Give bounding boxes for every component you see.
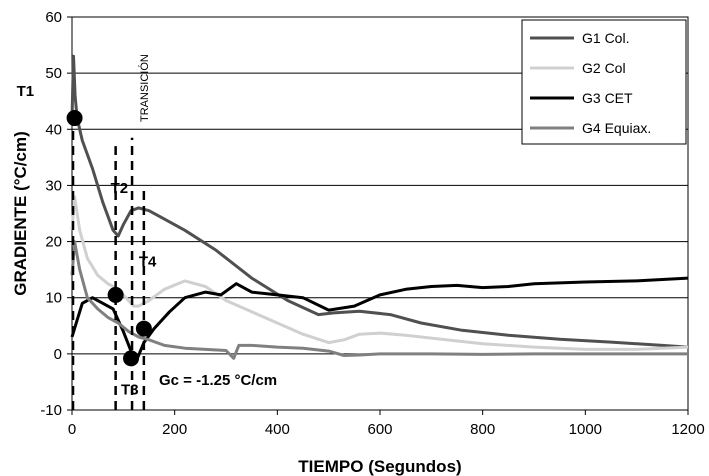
x-tick-label: 800 xyxy=(470,421,495,438)
x-tick-label: 1000 xyxy=(569,421,602,438)
legend-label-2: G2 Col xyxy=(582,60,626,76)
y-axis-label: GRADIENTE (°C/cm) xyxy=(11,131,30,296)
marker-label-t2: T2 xyxy=(111,180,129,197)
legend-label-4: G4 Equiax. xyxy=(582,120,651,136)
y-tick-label: 30 xyxy=(45,177,62,194)
y-tick-label: 50 xyxy=(45,65,62,82)
legend: G1 Col. G2 Col G3 CET G4 Equiax. xyxy=(521,19,687,145)
y-tick-label: 40 xyxy=(45,121,62,138)
marker-t1 xyxy=(66,110,83,127)
series-line-4 xyxy=(70,240,688,360)
marker-t4 xyxy=(135,320,152,337)
transition-annotation: TRANSICIÓN xyxy=(138,54,151,122)
marker-label-t3: T3 xyxy=(121,381,139,398)
y-tick-label: 60 xyxy=(45,9,62,26)
series-line-3 xyxy=(70,276,689,363)
marker-t3 xyxy=(123,350,140,367)
legend-box xyxy=(521,19,687,145)
series-lines xyxy=(70,54,689,363)
transition-dashed-lines xyxy=(71,118,146,410)
y-tick-label: 10 xyxy=(45,290,62,307)
y-tick-label: -10 xyxy=(40,402,62,419)
marker-label-t1: T1 xyxy=(17,83,35,100)
legend-label-1: G1 Col. xyxy=(582,30,629,46)
legend-label-3: G3 CET xyxy=(582,90,633,106)
x-tick-label: 400 xyxy=(265,421,290,438)
x-tick-label: 0 xyxy=(68,421,76,438)
transition-markers: T1 T2 T3 T4 xyxy=(17,83,157,398)
x-tick-label: 1200 xyxy=(671,421,704,438)
y-tick-label: 20 xyxy=(45,234,62,251)
marker-label-t4: T4 xyxy=(139,254,157,271)
x-tick-label: 200 xyxy=(162,421,187,438)
marker-t2 xyxy=(107,286,124,303)
x-axis-label: TIEMPO (Segundos) xyxy=(298,457,461,476)
x-tick-label: 600 xyxy=(367,421,392,438)
series-line-1 xyxy=(70,54,689,349)
gc-annotation: Gc = -1.25 °C/cm xyxy=(159,372,277,389)
y-tick-label: 0 xyxy=(54,346,62,363)
